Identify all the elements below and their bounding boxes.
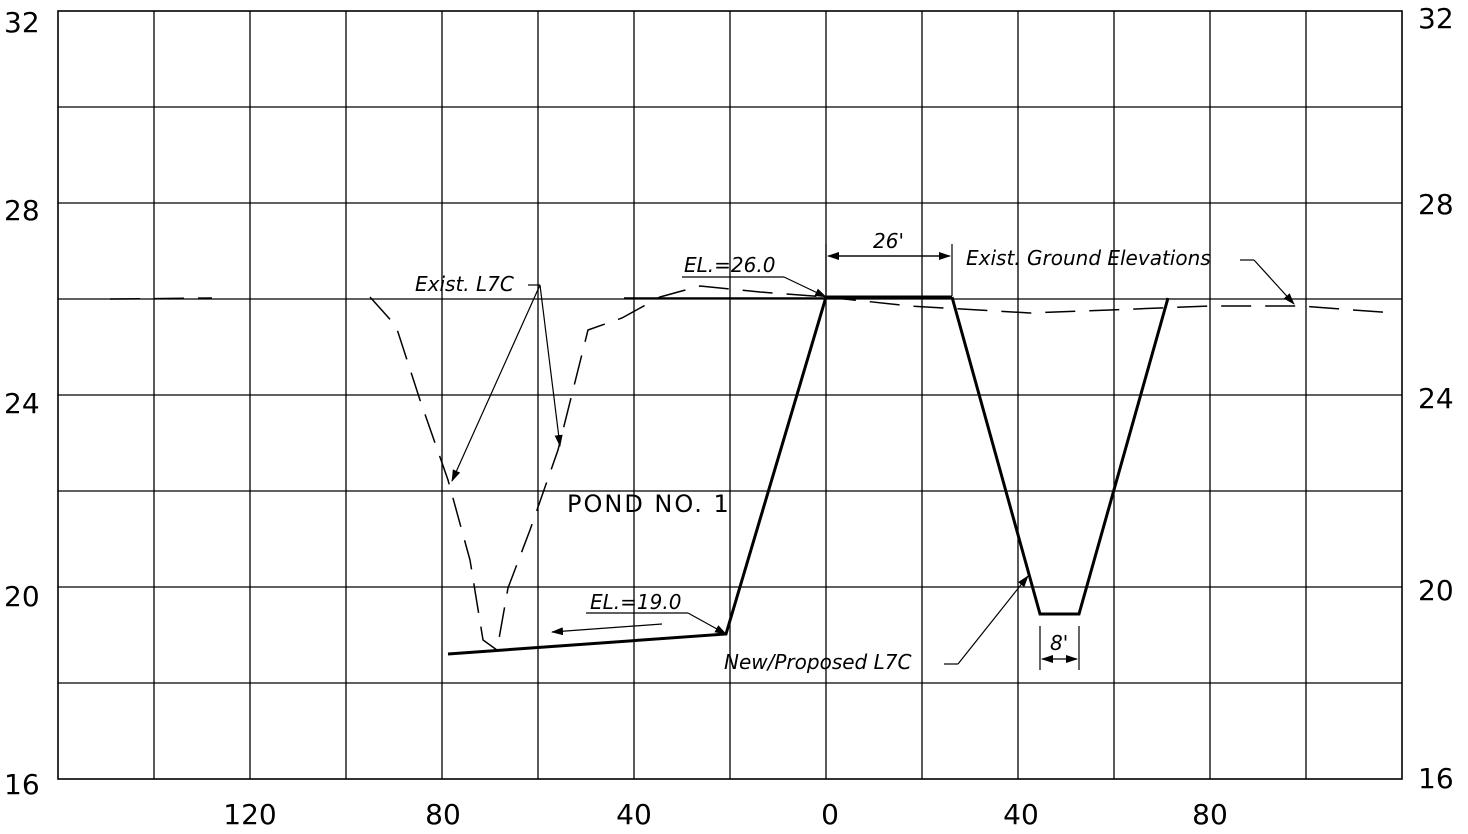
el-26-label: EL.=26.0 — [684, 253, 775, 277]
exist-ground-label: Exist. Ground Elevations — [966, 246, 1211, 270]
y-tick-right: 16 — [1418, 762, 1454, 795]
new-l7c-leader — [944, 575, 1029, 665]
exist-l7c-leader — [451, 284, 563, 482]
el-19-leader — [551, 612, 727, 636]
y-tick-left: 20 — [4, 580, 40, 613]
el-26-leader — [682, 276, 827, 298]
y-tick-left: 16 — [4, 768, 40, 801]
new-l7c-ditch — [950, 296, 1170, 616]
proposed-section — [447, 295, 1170, 656]
x-tick: 80 — [1192, 798, 1228, 831]
new-l7c-label: New/Proposed L7C — [724, 650, 911, 674]
y-tick-right: 20 — [1418, 574, 1454, 607]
dim-26-label: 26' — [873, 229, 904, 253]
x-tick: 40 — [1003, 798, 1039, 831]
y-tick-right: 28 — [1418, 188, 1454, 221]
grid — [57, 10, 1403, 780]
x-tick: 120 — [223, 798, 276, 831]
x-tick: 40 — [616, 798, 652, 831]
y-tick-right: 24 — [1418, 382, 1454, 415]
y-tick-left: 32 — [4, 6, 40, 39]
exist-ground-leader — [1240, 259, 1295, 305]
existing-ground-right — [825, 296, 1395, 314]
y-tick-left: 24 — [4, 387, 40, 420]
pond-profile — [447, 295, 952, 656]
exist-l7c-label: Exist. L7C — [415, 272, 514, 296]
existing-ground-profile — [109, 285, 1395, 652]
el-19-label: EL.=19.0 — [590, 590, 681, 614]
y-tick-left: 28 — [4, 194, 40, 227]
dim-8-label: 8' — [1050, 631, 1068, 655]
existing-ground-left — [109, 297, 213, 300]
y-tick-right: 32 — [1418, 2, 1454, 35]
x-tick: 0 — [821, 798, 839, 831]
x-tick: 80 — [425, 798, 461, 831]
dim-26-lines — [825, 244, 953, 296]
dim-8-lines — [1039, 626, 1080, 670]
existing-l7c-ditch — [369, 285, 827, 652]
pond-label: POND NO. 1 — [567, 490, 731, 518]
